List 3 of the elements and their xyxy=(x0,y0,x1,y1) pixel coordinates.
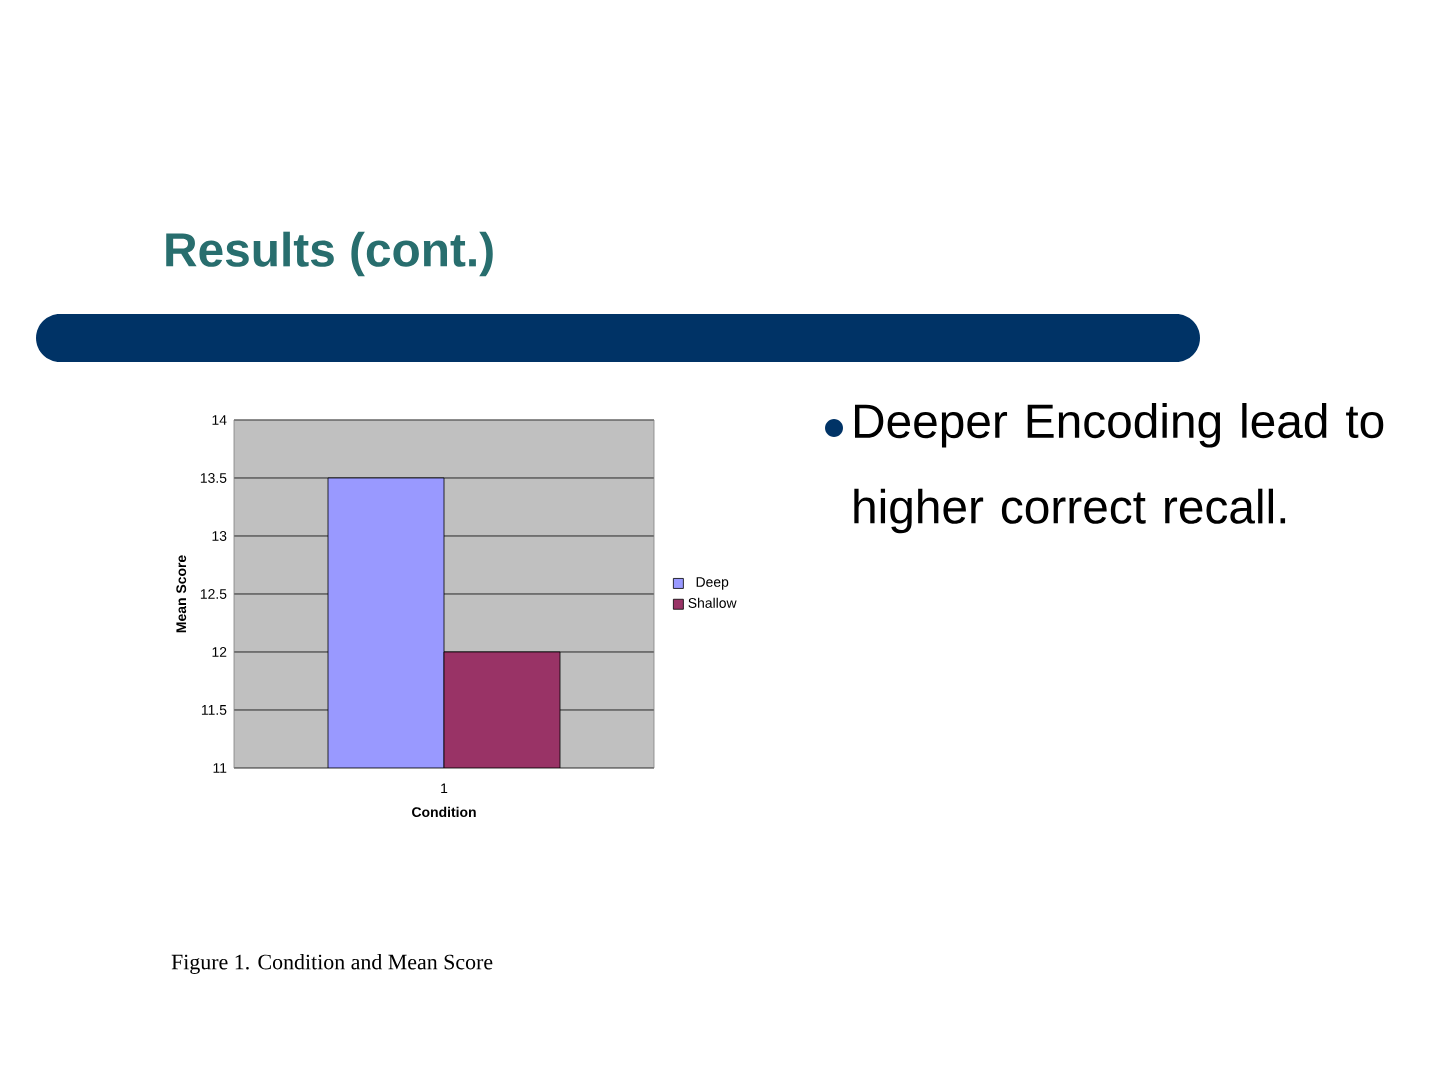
caption: Figure 1. Condition and Mean Score xyxy=(171,954,493,974)
text: Deeper Encoding lead to higher correct recall. xyxy=(854,403,1384,534)
chart-title: Results (cont.) xyxy=(166,231,493,277)
